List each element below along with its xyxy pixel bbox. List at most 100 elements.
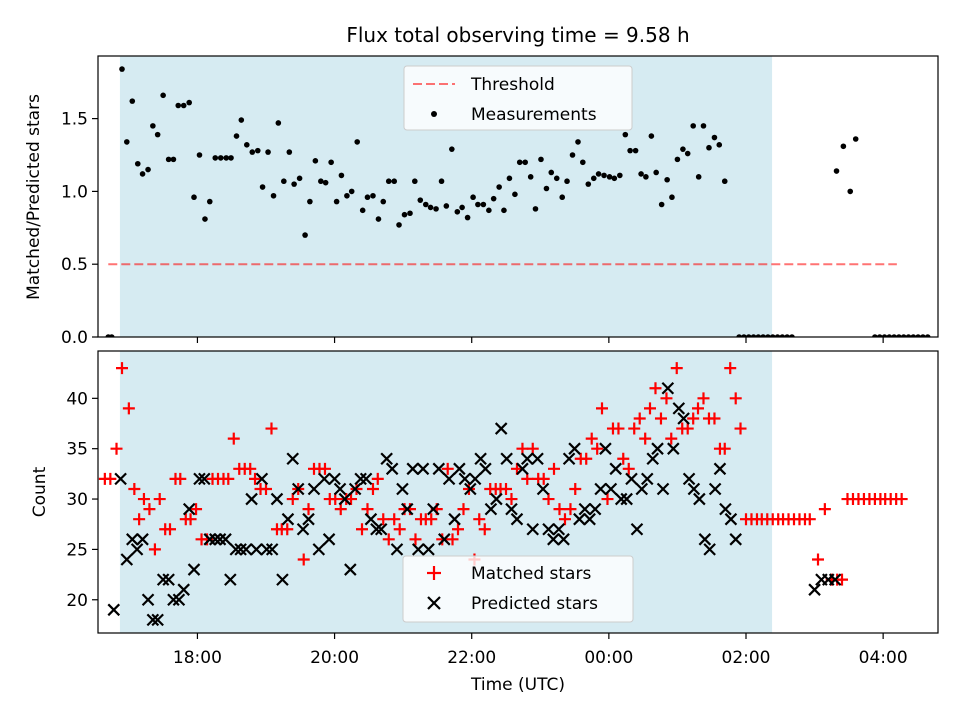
matched-star-point: [639, 432, 652, 445]
predicted-star-point: [396, 482, 409, 496]
predicted-star-point: [573, 512, 586, 526]
measurement-point: [180, 102, 187, 109]
matched-star-point: [660, 392, 673, 405]
predicted-star-point: [120, 553, 134, 566]
predicted-star-point: [187, 563, 201, 576]
matched-star-point: [591, 442, 604, 455]
matched-star-point: [174, 472, 187, 485]
predicted-star-point: [594, 482, 607, 496]
measurement-point: [359, 207, 366, 214]
matched-star-point: [345, 493, 358, 506]
measurement-point: [443, 203, 450, 209]
predicted-star-point: [234, 543, 247, 556]
matched-star-point: [542, 493, 555, 506]
y-tick-label: 25: [66, 540, 88, 560]
matched-star-point: [803, 513, 816, 526]
measurement-point: [186, 99, 192, 106]
predicted-star-point: [359, 472, 373, 486]
matched-star-point: [393, 523, 406, 536]
measurement-point: [840, 143, 847, 150]
measurement-point: [307, 198, 313, 205]
matched-star-point: [286, 493, 299, 506]
measurement-point: [139, 171, 146, 177]
measurement-point: [154, 131, 161, 138]
matched-star-point: [548, 462, 560, 475]
measurement-point: [275, 120, 282, 126]
measurement-point: [124, 139, 130, 145]
measurement-point: [695, 174, 702, 180]
matched-star-point: [190, 503, 203, 516]
predicted-star-point: [609, 462, 622, 476]
measurement-point: [296, 175, 303, 182]
count-panel-x-ticks: 18:00 20:00 22:00 00:00 02:00 04:00: [173, 633, 908, 668]
ratio-panel-y-ticks: 0.0 0.5 1.0 1.5: [61, 110, 98, 348]
measurement-point: [206, 198, 213, 205]
predicted-star-point: [536, 482, 550, 496]
measurement-point: [886, 334, 893, 337]
matched-star-point: [734, 422, 747, 435]
predicted-star-point: [390, 543, 404, 556]
matched-star-point: [596, 402, 608, 415]
predicted-star-point: [588, 502, 602, 516]
measurement-point: [765, 334, 771, 337]
measurement-point: [438, 178, 445, 185]
matched-star-point: [260, 482, 272, 495]
measurement-point: [175, 102, 182, 109]
y-tick-label: 30: [66, 490, 88, 510]
measurement-point: [464, 214, 471, 221]
matched-star-point: [334, 503, 347, 516]
predicted-star-point: [510, 512, 524, 526]
measurement-point: [700, 123, 707, 129]
figure-title: Flux total observing time = 9.58 h: [346, 23, 689, 47]
matched-star-point: [452, 523, 464, 536]
measurement-point: [905, 334, 912, 337]
predicted-star-point: [677, 412, 690, 425]
measurement-point: [391, 178, 398, 185]
matched-star-point: [564, 503, 577, 516]
y-tick-label: 1.0: [61, 182, 88, 202]
matched-star-point: [601, 493, 614, 506]
matched-star-point: [692, 402, 704, 415]
count-panel-y-label: Count: [30, 466, 50, 517]
matched-star-point: [687, 412, 700, 425]
predicted-star-point: [245, 492, 258, 506]
matched-star-point: [558, 513, 571, 526]
measurement-point: [674, 156, 681, 163]
predicted-star-point: [708, 482, 722, 496]
measurement-point: [119, 66, 125, 72]
predicted-star-point: [328, 472, 341, 486]
measurement-point: [396, 222, 402, 228]
measurement-point: [833, 168, 840, 174]
measurement-point: [779, 334, 786, 337]
matched-star-point: [553, 503, 566, 516]
matched-star-point: [318, 462, 331, 475]
measurement-point: [516, 159, 523, 166]
measurement-point: [648, 133, 655, 139]
predicted-star-point: [385, 462, 399, 476]
predicted-star-point: [557, 533, 570, 546]
predicted-star-point: [713, 462, 727, 476]
predicted-star-point: [255, 472, 269, 486]
count-panel-y-ticks: 20 25 30 35 40: [66, 389, 98, 611]
predicted-star-point: [291, 482, 305, 496]
measurement-point: [611, 175, 618, 182]
measurement-point: [690, 123, 696, 129]
measurement-point: [512, 191, 518, 198]
predicted-star-point: [500, 452, 513, 466]
ratio-panel-frame: [97, 55, 939, 338]
measurement-point: [501, 207, 507, 214]
measurement-point: [548, 169, 555, 176]
predicted-star-point: [562, 452, 576, 466]
predicted-star-point: [380, 452, 393, 466]
measurement-point: [506, 175, 513, 182]
predicted-star-point: [703, 543, 716, 556]
matched-star-point: [361, 503, 374, 516]
matched-star-point: [649, 382, 662, 395]
measurement-point: [470, 194, 476, 201]
measurement-point: [543, 185, 550, 192]
measurement-point: [872, 334, 878, 337]
measurement-point: [417, 197, 424, 203]
predicted-star-point: [547, 533, 560, 546]
x-tick-label: 04:00: [859, 648, 908, 668]
matched-star-point: [622, 462, 635, 475]
